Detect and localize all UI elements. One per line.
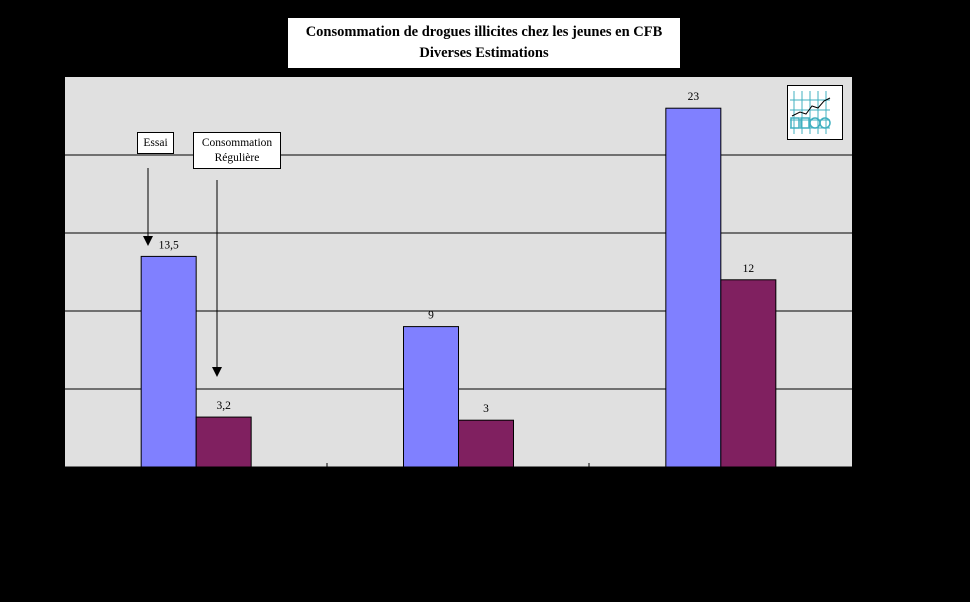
data-label: 23 (688, 91, 700, 103)
data-label: 12 (743, 263, 755, 275)
essai-annotation: Essai (137, 132, 174, 154)
grid-chart-logo-icon (787, 85, 843, 140)
consommation-arrow-head (212, 367, 222, 377)
consommation-annotation: Consommation Régulière (193, 132, 281, 169)
bar (403, 326, 459, 468)
bar (195, 416, 252, 468)
essai-arrow-head (143, 236, 153, 246)
logo-graphic (790, 91, 831, 134)
data-label: 3 (483, 403, 489, 415)
bar (665, 107, 722, 468)
chart-title-box: Consommation de drogues illicites chez l… (288, 18, 680, 68)
chart-title: Consommation de drogues illicites chez l… (305, 24, 663, 40)
data-labels: 13,5 9 23 3,2 3 12 (159, 91, 755, 415)
bar (720, 279, 777, 468)
data-label: 9 (428, 310, 434, 322)
bar (140, 255, 197, 468)
consommation-annotation-line1: Consommation (201, 137, 273, 149)
data-label: 13,5 (159, 239, 179, 251)
bars (140, 107, 777, 468)
consommation-annotation-line2: Régulière (214, 152, 260, 164)
chart-subtitle: Diverses Estimations (419, 45, 549, 61)
data-label: 3,2 (216, 400, 231, 412)
essai-annotation-label: Essai (143, 137, 168, 149)
bar (458, 419, 514, 468)
